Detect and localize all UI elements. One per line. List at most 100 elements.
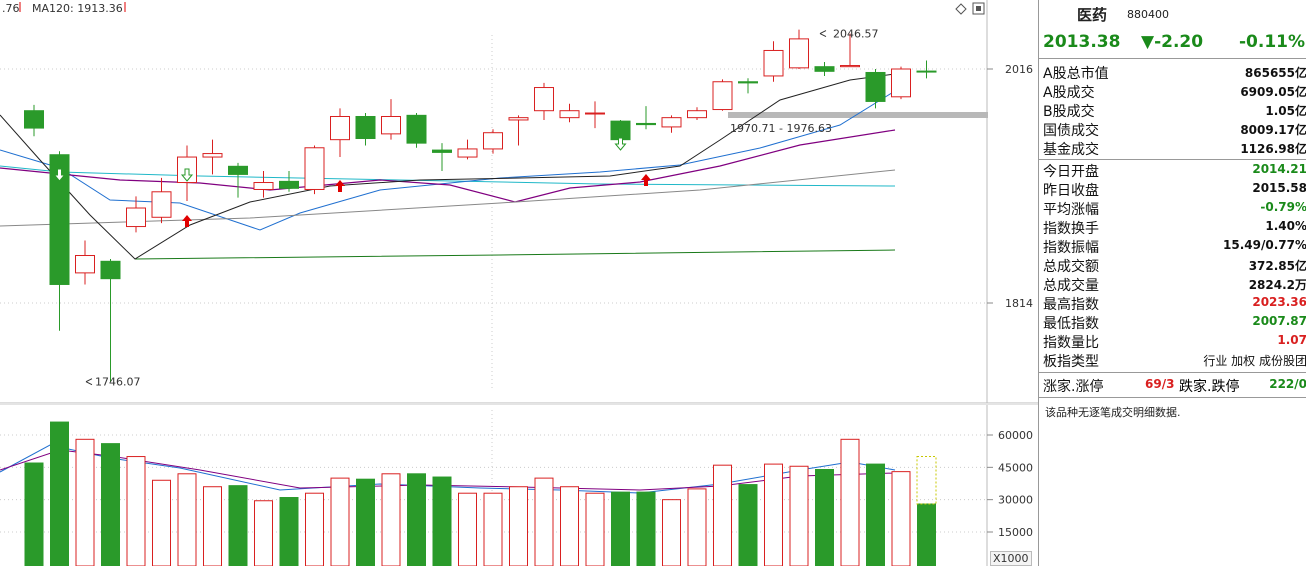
candle-body[interactable]: [585, 112, 605, 115]
volume-bar[interactable]: [432, 476, 452, 566]
volume-bar[interactable]: [713, 464, 732, 566]
candle-body[interactable]: [559, 110, 580, 119]
stat-value: 2007.87: [1252, 314, 1306, 328]
candle-body[interactable]: [279, 180, 299, 189]
gap-zone: [728, 112, 988, 118]
volume-bar[interactable]: [815, 468, 834, 566]
volume-bar[interactable]: [381, 473, 401, 566]
stat-label: 今日开盘: [1043, 164, 1099, 180]
stat-row: B股成交 1.05亿: [1039, 100, 1306, 120]
candlestick-chart[interactable]: 2016 1814 60000 45000 30000 15000 1746.07 2046.…: [0, 0, 1038, 566]
candle-body[interactable]: [483, 132, 503, 150]
candle-body[interactable]: [381, 115, 401, 135]
stat-value: 2023.36: [1252, 295, 1306, 309]
stat-row: 指数量比 1.07: [1039, 331, 1306, 351]
volume-axis-label: 30000: [998, 494, 1033, 507]
candle-body[interactable]: [49, 154, 70, 285]
diamond-tool-icon[interactable]: [955, 3, 967, 15]
stat-label: A股总市值: [1043, 66, 1109, 82]
volume-bar[interactable]: [407, 473, 426, 566]
candle-body[interactable]: [202, 153, 223, 158]
candle-body[interactable]: [916, 70, 937, 73]
stat-value[interactable]: 行业 加权 成份股团: [1203, 354, 1306, 368]
candle-body[interactable]: [75, 255, 95, 274]
candle-body[interactable]: [126, 207, 146, 228]
candle-body[interactable]: [355, 115, 376, 140]
volume-bar[interactable]: [24, 462, 44, 566]
volume-bar[interactable]: [228, 485, 248, 566]
volume-bar[interactable]: [483, 492, 503, 566]
volume-bar[interactable]: [177, 473, 197, 566]
volume-bar[interactable]: [126, 456, 146, 566]
volume-bar[interactable]: [509, 486, 528, 566]
volume-bar[interactable]: [891, 471, 911, 566]
stat-row: 指数振幅 15.49/0.77%: [1039, 236, 1306, 256]
volume-bar[interactable]: [764, 463, 783, 566]
candle-body[interactable]: [814, 66, 835, 72]
volume-bar[interactable]: [330, 477, 350, 566]
candle-body[interactable]: [610, 120, 631, 141]
candle-body[interactable]: [534, 87, 554, 112]
candle-body[interactable]: [457, 148, 478, 158]
stat-value: 865655亿: [1244, 66, 1306, 80]
stat-row: 最低指数 2007.87: [1039, 312, 1306, 332]
candle-body[interactable]: [406, 114, 427, 144]
volume-bar[interactable]: [458, 492, 477, 566]
volume-bar[interactable]: [50, 421, 69, 566]
candle-body[interactable]: [661, 117, 682, 128]
candle-body[interactable]: [840, 65, 860, 68]
stat-value: 8009.17亿: [1240, 123, 1306, 137]
candle-body[interactable]: [891, 68, 911, 98]
stat-row: 昨日收盘 2015.58: [1039, 179, 1306, 199]
chart-area[interactable]: 2016 1814 60000 45000 30000 15000 1746.07 2046.…: [0, 0, 1038, 566]
divider: [1039, 58, 1306, 59]
candle-body[interactable]: [738, 81, 758, 84]
candle-body[interactable]: [865, 71, 886, 102]
volume-bar[interactable]: [356, 478, 375, 566]
volume-bar[interactable]: [203, 486, 222, 566]
price-change-pct: -0.11%: [1239, 32, 1306, 52]
candle-body[interactable]: [687, 110, 707, 119]
volume-bar[interactable]: [611, 491, 630, 566]
candle-body[interactable]: [253, 182, 274, 190]
candle-body[interactable]: [100, 260, 121, 280]
candle-body[interactable]: [763, 49, 784, 77]
volume-bar[interactable]: [866, 463, 885, 566]
legend-ma120: MA120: 1913.36: [32, 2, 123, 15]
candle-body[interactable]: [789, 38, 809, 69]
candle-body[interactable]: [228, 165, 248, 175]
candle-body[interactable]: [151, 191, 172, 218]
volume-bar[interactable]: [840, 438, 860, 566]
volume-bar[interactable]: [738, 484, 758, 566]
volume-bar[interactable]: [636, 491, 656, 566]
candle-body[interactable]: [304, 147, 325, 190]
divider: [1039, 397, 1306, 398]
stat-value: -0.79%: [1260, 200, 1306, 214]
volume-bar[interactable]: [534, 477, 554, 566]
volume-bar[interactable]: [662, 499, 681, 566]
volume-bar[interactable]: [917, 503, 936, 566]
stat-value: 1.07: [1277, 333, 1306, 347]
candle-body[interactable]: [712, 81, 733, 111]
volume-unit-label: X1000: [990, 551, 1032, 566]
sell-signal-icon: [53, 168, 66, 182]
volume-bar[interactable]: [560, 486, 579, 566]
candle-body[interactable]: [330, 115, 350, 141]
candle-body[interactable]: [636, 122, 656, 126]
volume-bar[interactable]: [305, 492, 324, 566]
candle-body[interactable]: [508, 117, 529, 121]
index-name: 医药: [1077, 6, 1108, 24]
volume-bar[interactable]: [254, 500, 273, 566]
high-pointer-icon: [819, 30, 827, 38]
stat-row: 国债成交 8009.17亿: [1039, 119, 1306, 139]
candle-body[interactable]: [24, 110, 44, 129]
volume-bar[interactable]: [152, 479, 171, 566]
volume-bar[interactable]: [75, 438, 95, 566]
volume-bar[interactable]: [279, 497, 299, 566]
breadth-row: 涨家.涨停 69/3 跌家.跌停 222/0: [1039, 375, 1306, 395]
candle-body[interactable]: [432, 149, 452, 153]
volume-bar[interactable]: [585, 492, 605, 566]
volume-bar[interactable]: [687, 488, 707, 566]
volume-bar[interactable]: [101, 443, 120, 566]
volume-bar[interactable]: [789, 465, 809, 566]
